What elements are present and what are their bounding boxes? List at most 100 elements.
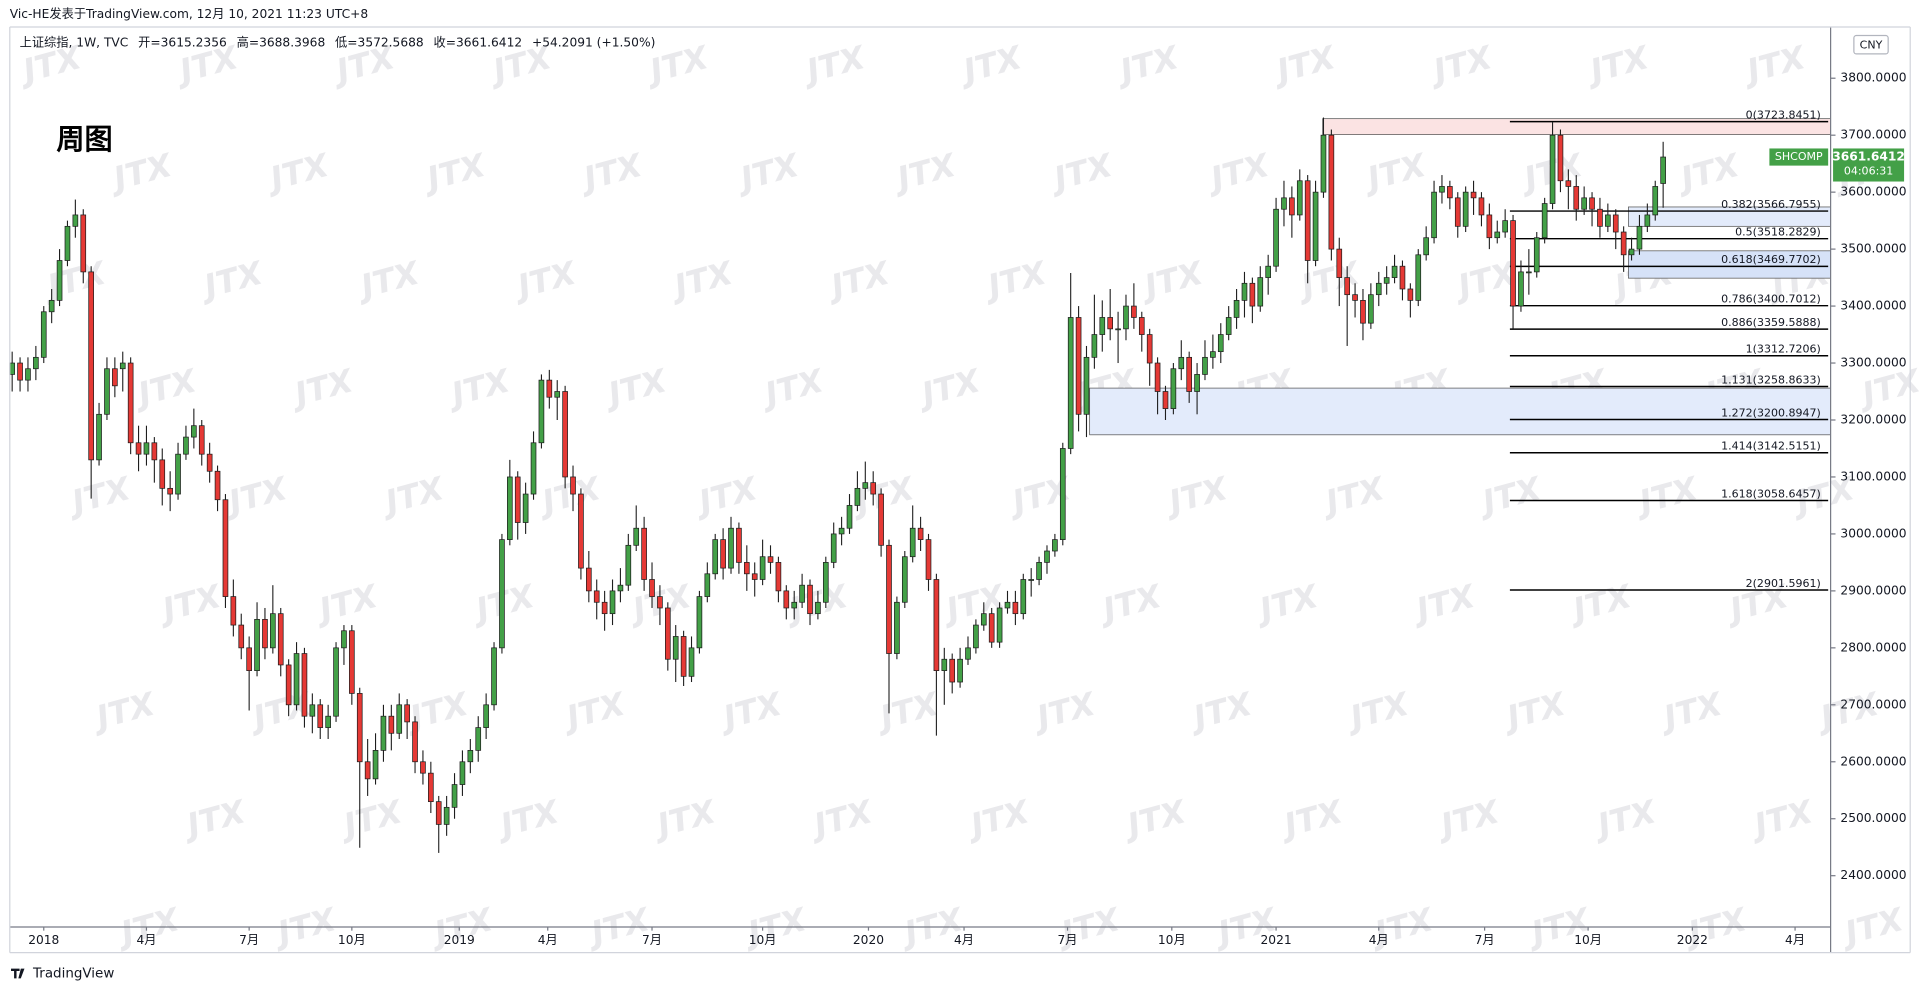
candle-body — [941, 658, 948, 671]
candle-body — [704, 573, 711, 597]
fib-label: 0.382(3566.7955) — [1721, 198, 1821, 211]
x-tick-label: 10月 — [1574, 933, 1602, 947]
candle-body — [996, 607, 1003, 643]
candle-body — [1612, 214, 1619, 233]
fib-label: 0.618(3469.7702) — [1721, 253, 1821, 266]
candle-body — [759, 556, 766, 580]
candle-body — [909, 527, 916, 558]
fib-label: 1.414(3142.5151) — [1721, 440, 1821, 453]
candle-body — [301, 653, 308, 717]
candle-body — [1581, 197, 1587, 210]
candle-body — [451, 784, 458, 808]
price-zone — [1628, 250, 1831, 279]
candle-body — [1557, 134, 1564, 182]
candle-body — [1059, 448, 1066, 540]
candle-body — [1044, 550, 1050, 563]
candle-body — [791, 601, 798, 609]
candle-body — [9, 362, 15, 375]
candle-body — [965, 647, 971, 660]
currency-box[interactable] — [1853, 34, 1889, 55]
candle-body — [649, 579, 655, 597]
candle-body — [688, 647, 695, 677]
candle-body — [1518, 271, 1524, 307]
y-tick-label: 2900.0000 — [1840, 583, 1906, 597]
candle-body — [467, 750, 474, 763]
candle-body — [167, 487, 173, 495]
candle-body — [1447, 186, 1453, 199]
fib-label: 0.5(3518.2829) — [1735, 226, 1821, 239]
candle-body — [372, 750, 379, 780]
candle-body — [341, 630, 347, 649]
candle-body — [1399, 265, 1406, 290]
candle-body — [364, 761, 371, 780]
candle-body — [285, 664, 292, 706]
candle-body — [1194, 374, 1200, 392]
price-zone — [1089, 387, 1831, 436]
y-tick-label: 3400.0000 — [1840, 299, 1906, 313]
candle-body — [198, 425, 205, 455]
candle-body — [1573, 186, 1580, 210]
currency[interactable]: CNY — [1860, 38, 1883, 51]
candle-body — [1154, 362, 1161, 392]
candle-body — [309, 704, 316, 717]
candle-body — [56, 260, 63, 301]
candle-body — [901, 556, 908, 603]
candle-body — [617, 584, 624, 592]
candle-body — [1328, 134, 1335, 250]
candle-body — [601, 601, 608, 615]
candle-body — [112, 368, 118, 387]
candle-body — [1352, 294, 1358, 301]
candle-body — [546, 379, 553, 398]
candle-body — [1075, 317, 1082, 415]
candle-body — [1170, 368, 1177, 409]
candle-body — [1344, 277, 1350, 296]
fib-label: 0.886(3359.5888) — [1721, 316, 1821, 329]
candle-body — [507, 476, 513, 540]
candle-body — [396, 704, 403, 734]
candle-body — [127, 362, 134, 444]
countdown: 04:06:31 — [1844, 165, 1893, 178]
candle-body — [214, 470, 221, 501]
candle-body — [1644, 214, 1651, 227]
candle-body — [1549, 134, 1556, 204]
candle-body — [886, 544, 892, 654]
candle-body — [1407, 288, 1414, 301]
fib-label: 0.786(3400.7012) — [1721, 293, 1821, 306]
candle-body — [522, 493, 529, 523]
y-tick-label: 2700.0000 — [1840, 697, 1906, 711]
x-tick-label: 10月 — [1158, 933, 1186, 947]
y-tick-label: 3500.0000 — [1840, 242, 1906, 256]
candle-body — [593, 590, 600, 603]
candle-body — [420, 761, 426, 774]
candle-body — [625, 544, 632, 586]
fib-label: 1(3312.7206) — [1746, 343, 1821, 356]
candle-body — [277, 613, 284, 666]
candle-body — [775, 562, 782, 592]
plot-area: 0(3723.8451) 0.382(3566.7955) 0.5(3518.282… — [9, 108, 1831, 853]
candle-body — [578, 493, 584, 569]
candle-body — [17, 362, 23, 381]
ohlc-label: +54.2091 (+1.50%) — [532, 35, 655, 49]
candle-body — [293, 653, 300, 706]
candle-body — [388, 715, 395, 734]
candle-body — [894, 601, 900, 654]
candle-body — [767, 556, 774, 563]
x-tick-label: 2019 — [444, 933, 475, 947]
price-tag: 3661.6412 — [1832, 150, 1905, 164]
fib-label: 0(3723.8451) — [1746, 108, 1821, 121]
candle-body — [1249, 282, 1256, 307]
candle-body — [783, 590, 790, 609]
candle-body — [1320, 134, 1327, 193]
x-tick-label: 7月 — [1058, 933, 1078, 947]
candle-body — [1012, 601, 1019, 615]
ticker-tag: SHCOMP — [1775, 150, 1823, 163]
candle-body — [1273, 208, 1279, 267]
y-tick-label: 3200.0000 — [1840, 412, 1906, 426]
candle-body — [1502, 220, 1508, 233]
y-tick-label: 2600.0000 — [1840, 754, 1906, 768]
candle-body — [1107, 317, 1114, 330]
price-tag-box — [1833, 148, 1905, 182]
candle-body — [404, 704, 410, 723]
candle-body — [1636, 225, 1643, 250]
